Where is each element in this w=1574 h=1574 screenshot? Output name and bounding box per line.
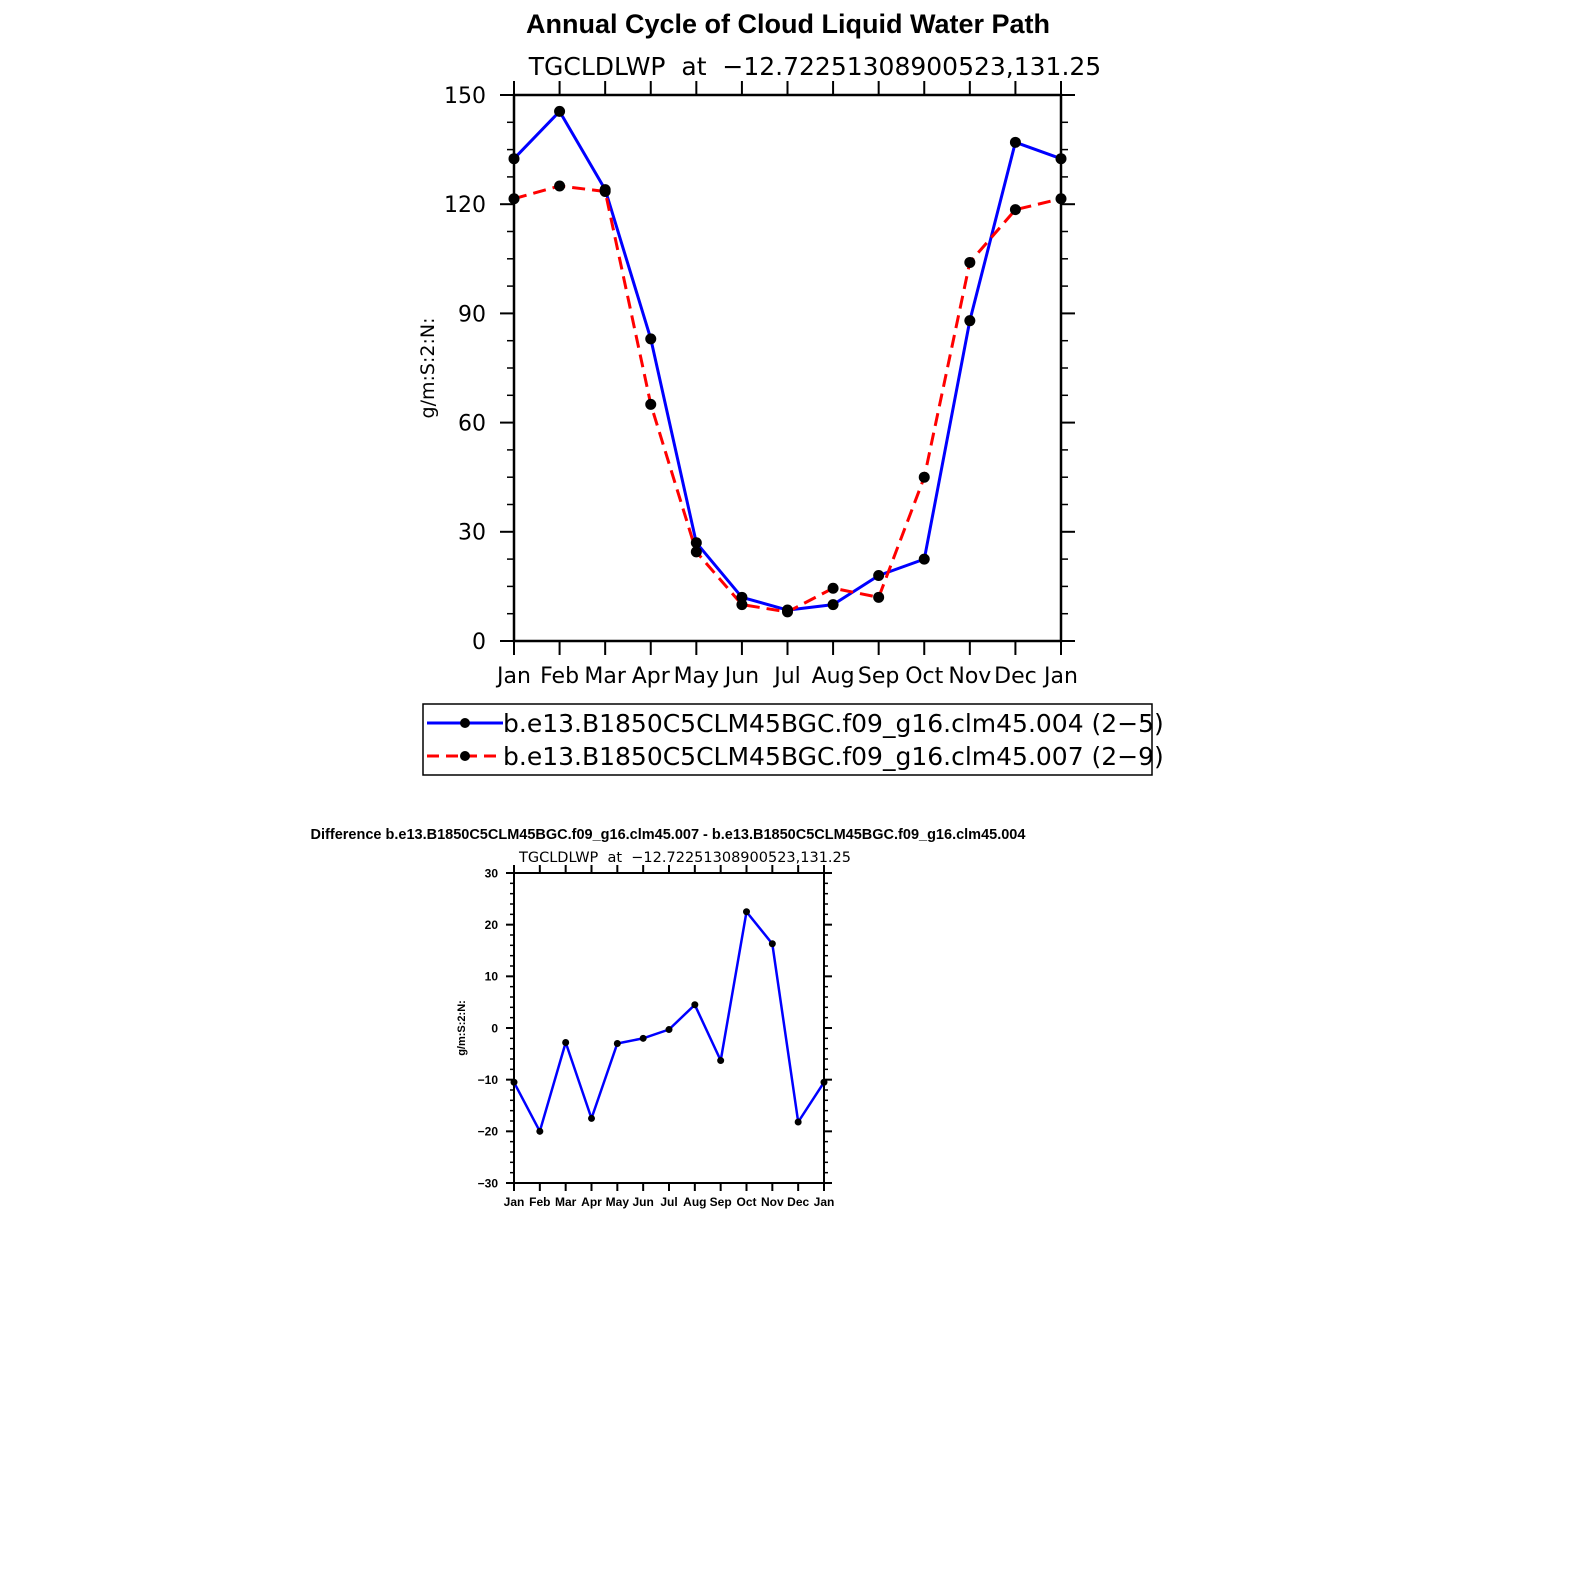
data-point-series-1 — [964, 315, 976, 327]
data-point-series-1 — [743, 908, 750, 916]
data-point-series-1 — [691, 1001, 699, 1009]
x-tick-label: Jun — [723, 664, 759, 689]
data-point-series-2 — [599, 185, 611, 197]
data-point-series-1 — [510, 1078, 518, 1086]
x-tick-label: Dec — [994, 664, 1037, 689]
x-tick-label: Dec — [787, 1195, 809, 1209]
data-point-series-2 — [690, 546, 702, 558]
data-point-series-1 — [717, 1057, 725, 1065]
data-point-series-1 — [588, 1114, 595, 1122]
data-point-series-2 — [782, 606, 793, 618]
data-point-series-1 — [1009, 136, 1021, 148]
data-point-series-1 — [1055, 153, 1067, 165]
data-point-series-1 — [768, 940, 776, 948]
x-tick-label: Oct — [905, 664, 943, 689]
legend-box — [422, 703, 1153, 776]
chart-title: Difference b.e13.B1850C5CLM45BGC.f09_g16… — [311, 827, 1026, 843]
x-tick-label: Sep — [710, 1195, 732, 1209]
data-point-series-2 — [645, 398, 657, 410]
chart-subtitle: TGCLDLWP at −12.72251308900523,131.25 — [528, 52, 1101, 81]
y-tick-label: 0 — [472, 630, 486, 655]
y-tick-label: 30 — [458, 521, 486, 546]
axes: Jan Feb Mar Apr May Jun Jul Aug Sep Oct Nov Dec Jan−… — [478, 865, 835, 1209]
data-point-series-2 — [508, 193, 520, 205]
series-line-1 — [512, 109, 1062, 612]
x-tick-label: May — [674, 664, 719, 689]
legend-entry-series-1: b.e13.B1850C5CLM45BGC.f09_g16.clm45.004 … — [503, 709, 1164, 738]
difference-chart: Difference b.e13.B1850C5CLM45BGC.f09_g16… — [311, 827, 1026, 1209]
x-tick-label: Mar — [584, 664, 626, 689]
x-tick-label: Feb — [540, 664, 579, 689]
series-line-2 — [513, 184, 1062, 614]
data-point-series-1 — [827, 599, 839, 611]
legend-entry-series-2: b.e13.B1850C5CLM45BGC.f09_g16.clm45.007 … — [503, 742, 1164, 771]
y-tick-label: 10 — [485, 970, 499, 984]
data-point-series-1 — [639, 1034, 647, 1042]
x-tick-label: Jul — [660, 1195, 677, 1209]
legend: b.e13.B1850C5CLM45BGC.f09_g16.clm45.004 … — [422, 703, 1164, 776]
y-tick-label: 30 — [485, 866, 499, 880]
data-point-series-2 — [918, 471, 930, 483]
x-tick-label: Aug — [812, 664, 855, 689]
x-tick-label: Jan — [495, 664, 531, 689]
x-tick-label: Apr — [581, 1195, 602, 1209]
data-point-series-2 — [873, 591, 885, 603]
data-point-series-1 — [690, 537, 702, 549]
x-tick-label: Apr — [632, 664, 671, 689]
y-tick-label: 90 — [458, 302, 486, 327]
y-tick-label: 20 — [485, 918, 499, 932]
plot-frame — [512, 93, 1063, 643]
x-tick-label: Feb — [529, 1195, 550, 1209]
data-point-series-2 — [964, 256, 976, 268]
legend-marker-blue — [460, 718, 470, 728]
chart-title: Annual Cycle of Cloud Liquid Water Path — [526, 9, 1050, 39]
series-layer — [508, 105, 1067, 618]
x-tick-label: Jul — [772, 664, 801, 689]
data-point-series-2 — [827, 582, 839, 594]
data-point-series-1 — [794, 1118, 802, 1126]
data-point-series-2 — [1055, 193, 1067, 205]
x-tick-label: Jun — [632, 1195, 653, 1209]
data-point-series-1 — [665, 1026, 673, 1034]
x-tick-label: Jan — [814, 1195, 835, 1209]
x-tick-label: Sep — [858, 664, 899, 689]
data-point-series-1 — [536, 1127, 544, 1135]
series-line-1 — [512, 910, 826, 1133]
data-point-series-2 — [1009, 204, 1021, 216]
x-tick-label: Jan — [504, 1195, 525, 1209]
data-point-series-1 — [918, 553, 930, 565]
legend-marker-red — [460, 751, 470, 761]
y-tick-label: 120 — [444, 193, 486, 218]
data-point-series-2 — [554, 180, 566, 192]
y-tick-label: −30 — [478, 1176, 499, 1190]
x-tick-label: Nov — [948, 664, 991, 689]
data-point-series-1 — [820, 1078, 828, 1086]
x-tick-label: Jan — [1042, 664, 1078, 689]
x-tick-label: May — [606, 1195, 630, 1209]
chart-subtitle: TGCLDLWP at −12.72251308900523,131.25 — [518, 850, 851, 866]
y-axis-label: g/m:S:2:N: — [456, 1000, 468, 1056]
y-axis-label: g/m:S:2:N: — [417, 318, 439, 419]
data-point-series-2 — [736, 599, 748, 611]
data-point-series-1 — [873, 569, 885, 581]
y-tick-label: −10 — [478, 1073, 499, 1087]
series-layer — [510, 908, 828, 1135]
data-point-series-1 — [562, 1038, 570, 1046]
data-point-series-1 — [613, 1040, 621, 1047]
x-tick-label: Aug — [683, 1195, 706, 1209]
data-point-series-1 — [508, 153, 520, 165]
y-tick-label: 60 — [458, 412, 486, 437]
x-tick-label: Nov — [761, 1195, 784, 1209]
data-point-series-1 — [645, 333, 657, 345]
y-tick-label: 150 — [444, 84, 486, 109]
y-tick-label: −20 — [478, 1125, 499, 1139]
annual-cycle-chart: Annual Cycle of Cloud Liquid Water Path … — [417, 9, 1164, 776]
x-tick-label: Mar — [555, 1195, 577, 1209]
axes: Jan Feb Mar Apr May Jun Jul Aug Sep Oct Nov Dec Jan0… — [444, 81, 1078, 689]
data-point-series-1 — [554, 105, 566, 117]
y-tick-label: 0 — [491, 1021, 498, 1035]
x-tick-label: Oct — [736, 1195, 756, 1209]
